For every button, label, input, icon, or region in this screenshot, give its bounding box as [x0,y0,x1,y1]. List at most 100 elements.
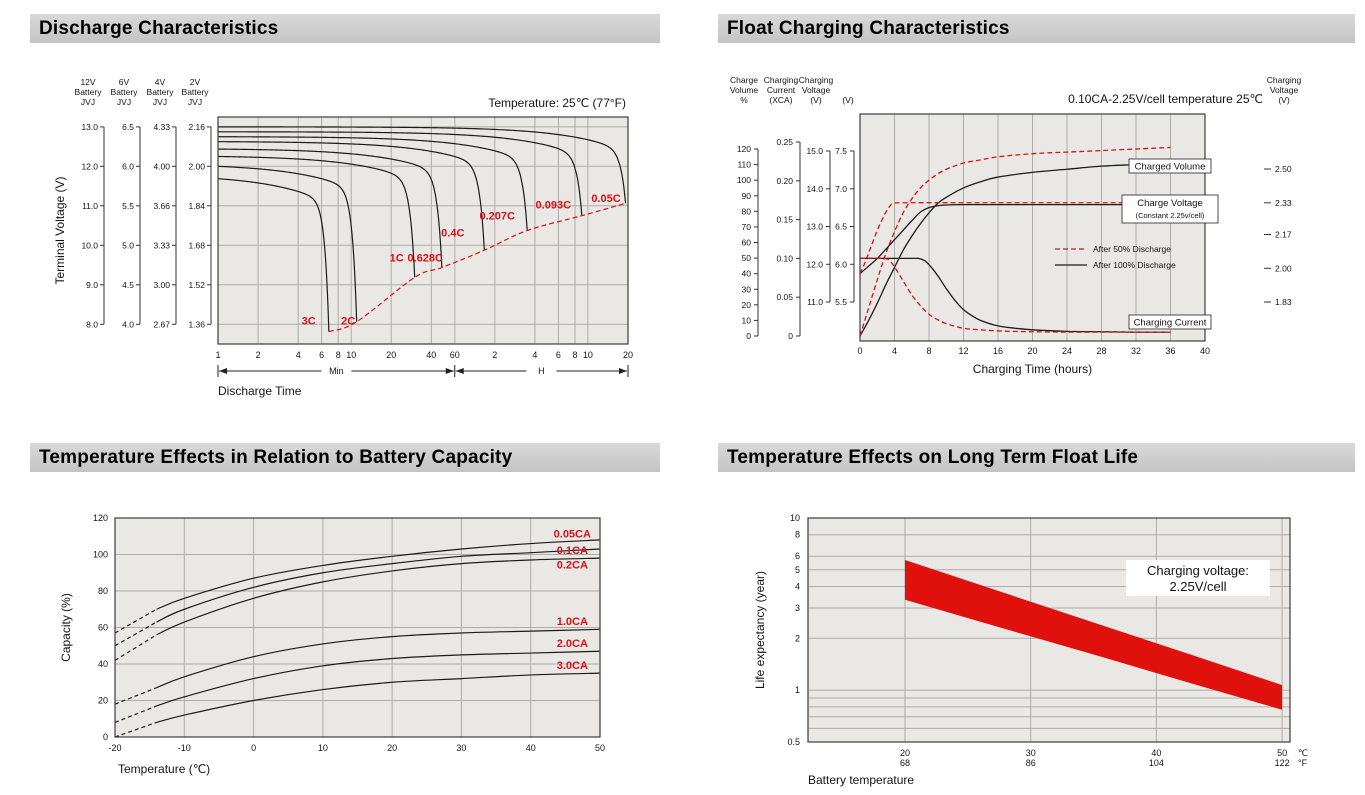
axis-value: 0.15 [776,215,793,225]
scale-header: Battery [111,87,139,97]
curve-0.2CA [156,557,601,636]
axis-value: 12.0 [806,259,823,269]
tick-label: 10 [318,743,328,753]
rate-label: 3.0CA [557,660,588,672]
curve-0.05CA [156,539,601,610]
axis-value: 0.05 [776,292,793,302]
tick-label: 40 [1200,346,1210,356]
left-axes: ChargeVolume%120110100908070605040302010… [730,75,855,341]
series-charge-voltage-50 [859,202,1171,274]
tick-label: 60 [98,623,108,633]
charging-current-label-box [1128,314,1212,330]
tick-label: 80 [98,586,108,596]
y-axis-title: Capacity (%) [59,593,73,662]
plot-frame [807,517,1291,743]
rate-label: 0.1CA [557,545,588,557]
scale-header: JVJ [81,97,95,107]
axis-value: 0 [746,331,751,341]
charged-volume-label-box [1128,158,1212,174]
rate-label: 0.05C [591,193,620,205]
axis-header: Current [767,85,796,95]
x-axis-title: Battery temperature [808,773,914,787]
scale-value: 9.0 [86,280,98,290]
tick-label: 1 [795,685,800,695]
axis-header: % [740,95,748,105]
charging-current-label: Charging Current [1134,318,1207,329]
y-axis-title: Life expectancy (year) [753,571,767,689]
tick-label-fahrenheit: 122 [1275,758,1290,768]
curve-1.0CA [156,628,601,689]
axis-value: 15.0 [806,146,823,156]
capacity-curves [114,539,601,738]
tick-label: 36 [1165,346,1175,356]
tick-label: 28 [1096,346,1106,356]
tick-label: 4 [795,582,800,592]
legend-label: After 50% Discharge [1093,244,1171,254]
tick-label: 0.5 [787,737,800,747]
discharge-curve-0.4C [217,141,485,251]
curve-dashed-1.0CA [114,687,157,705]
scale-header: JVJ [153,97,167,107]
scale-value: 13.0 [81,122,98,132]
axis-header: (V) [1278,95,1290,105]
plot-frame [859,113,1206,342]
axis-value: 10 [742,315,752,325]
section-title-temperature-capacity: Temperature Effects in Relation to Batte… [30,443,660,472]
section-title-discharge: Discharge Characteristics [30,14,660,43]
rate-label: 0.093C [536,199,572,211]
cutoff-voltage-curve [328,202,626,333]
scale-value: 6.5 [122,122,134,132]
axis-value: 5.5 [835,297,847,307]
discharge-curve-0.628C [217,148,443,268]
charge-voltage-label-box [1121,194,1219,224]
scale-value: 2.16 [188,122,205,132]
legend: After 50% Discharge After 100% Discharge [1055,244,1176,270]
scale-value: 1.84 [188,201,205,211]
scale-header: 6V [119,77,130,87]
tick-label: 10 [790,513,800,523]
curve-2.0CA [156,650,601,707]
tick-label: 0 [857,346,862,356]
tick-label: 6 [795,551,800,561]
scale-value: 10.0 [81,240,98,250]
condition-note: 0.10CA-2.25V/cell temperature 25℃ [1068,92,1263,106]
tick-label: 40 [98,659,108,669]
tick-label: -10 [178,743,191,753]
axis-value: 2.33 [1275,198,1292,208]
discharge-curve-1C [217,155,416,278]
y-axis-title: Terminal Voltage (V) [53,176,67,284]
scale-header: 2V [190,77,201,87]
series-charge-voltage-100 [859,203,1171,275]
tick-label: 8 [795,530,800,540]
curve-3.0CA [156,672,601,723]
scale-value: 5.0 [122,240,134,250]
axis-value: 6.0 [835,259,847,269]
tick-label-celsius: 20 [900,748,910,758]
plot-frame [217,116,629,345]
axis-header: Charging [1267,75,1302,85]
axis-value: 0.25 [776,137,793,147]
tick-label-fahrenheit: 104 [1149,758,1164,768]
scale-value: 12.0 [81,161,98,171]
axis-header: (V) [810,95,822,105]
axis-value: 7.0 [835,184,847,194]
discharge-curve-0.093C [217,131,583,216]
discharge-curve-0.05C [218,126,627,204]
x-tick-labels: 1 2 4 6 8 10 20 40 60 2 4 6 8 10 20 [215,350,633,360]
scale-header: 12V [80,77,95,87]
axis-value: 100 [737,175,751,185]
discharge-curve-2C [217,165,358,322]
tick-label: 8 [926,346,931,356]
tick-label: 20 [623,350,633,360]
tick-label: 3 [795,603,800,613]
curve-dashed-0.1CA [114,621,157,647]
scale-value: 3.33 [153,240,170,250]
arrow-right-icon [445,368,454,374]
unit-celsius: ℃ [1298,748,1308,758]
series-charged-volume-50 [859,146,1171,337]
section-title-float-charging: Float Charging Characteristics [718,14,1355,43]
rate-label: 1.0CA [557,616,588,628]
life-expectancy-band [905,560,1283,710]
